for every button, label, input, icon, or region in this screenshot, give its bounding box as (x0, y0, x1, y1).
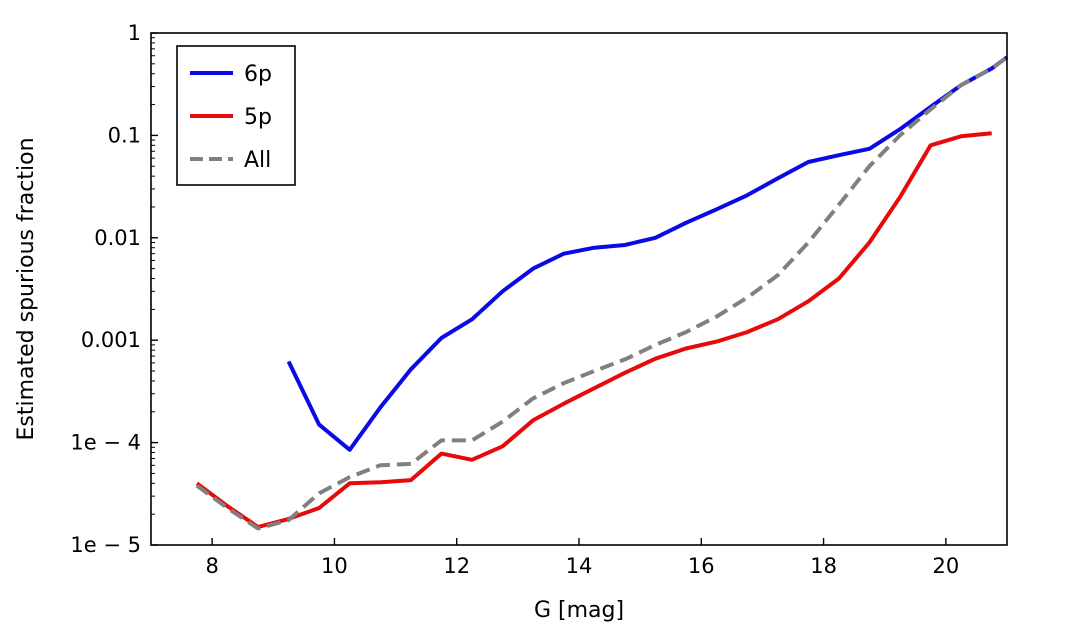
series-line-6p (286, 55, 1009, 452)
y-tick-label: 0.1 (108, 123, 141, 147)
y-tick-label: 0.01 (94, 226, 141, 250)
y-tick-label: 1e − 5 (70, 533, 141, 557)
x-axis-label: G [mag] (534, 598, 624, 623)
x-tick-label: 12 (443, 554, 470, 578)
x-tick-label: 10 (321, 554, 348, 578)
series-line-5p (195, 131, 992, 529)
axis-layer: 8 10 12 14 16 18 20 1e − 5 1e − 4 0.001 0.01 0.1 1 (70, 21, 959, 578)
legend-label-all: All (244, 148, 271, 173)
legend: 6p 5p All (176, 45, 296, 186)
x-tick-label: 16 (688, 554, 715, 578)
x-tick-label: 14 (566, 554, 593, 578)
x-tick-label: 18 (810, 554, 837, 578)
legend-label-6p: 6p (244, 62, 272, 87)
y-tick-label: 0.001 (81, 328, 141, 352)
legend-label-5p: 5p (244, 105, 272, 130)
series-line-all (195, 55, 1009, 531)
y-tick-label: 1 (128, 21, 141, 45)
x-tick-label: 20 (932, 554, 959, 578)
x-tick-label: 8 (205, 554, 218, 578)
y-tick-label: 1e − 4 (70, 431, 141, 455)
y-axis-label: Estimated spurious fraction (14, 137, 39, 440)
series-layer (195, 55, 1009, 531)
